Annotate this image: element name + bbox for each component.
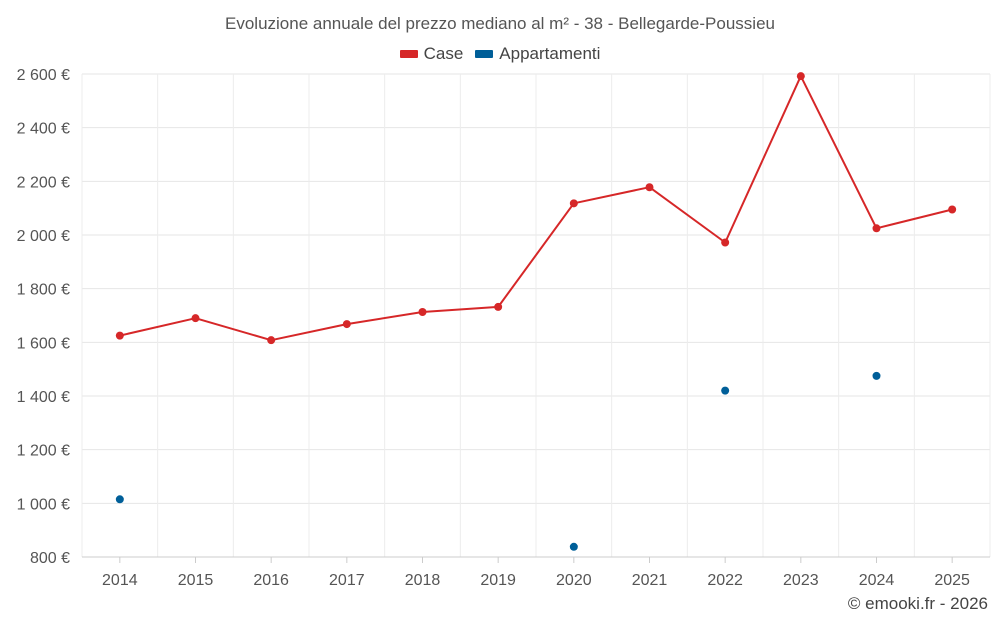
y-tick-label: 1 200 € xyxy=(17,443,70,460)
data-point-case xyxy=(342,320,351,329)
legend-label-case: Case xyxy=(423,44,464,63)
data-point-case xyxy=(115,331,124,340)
y-tick-label: 1 000 € xyxy=(17,496,70,513)
x-tick-label: 2023 xyxy=(783,572,819,589)
series-line-case xyxy=(119,75,953,342)
data-point-case xyxy=(872,224,881,233)
x-tick-label: 2019 xyxy=(480,572,516,589)
data-point-appartamenti xyxy=(721,386,730,395)
data-point-case xyxy=(418,308,427,317)
data-point-case xyxy=(796,72,805,81)
data-point-appartamenti xyxy=(115,495,124,504)
y-tick-label: 800 € xyxy=(30,550,70,567)
data-point-case xyxy=(645,183,654,192)
x-tick-label: 2014 xyxy=(102,572,138,589)
y-tick-label: 2 400 € xyxy=(17,121,70,138)
x-tick-label: 2020 xyxy=(556,572,592,589)
y-tick-label: 1 600 € xyxy=(17,335,70,352)
x-tick-label: 2018 xyxy=(405,572,441,589)
data-point-appartamenti xyxy=(569,542,578,551)
data-point-case xyxy=(721,238,730,247)
y-tick-label: 2 200 € xyxy=(17,174,70,191)
x-tick-label: 2025 xyxy=(934,572,970,589)
data-point-case xyxy=(569,199,578,208)
data-point-case xyxy=(191,314,200,323)
x-tick-label: 2021 xyxy=(632,572,668,589)
data-point-case xyxy=(948,205,957,214)
data-point-appartamenti xyxy=(872,371,881,380)
x-tick-label: 2015 xyxy=(178,572,214,589)
y-tick-label: 1 400 € xyxy=(17,389,70,406)
legend-item-case[interactable]: Case xyxy=(399,44,464,64)
data-point-case xyxy=(267,336,276,345)
x-tick-label: 2024 xyxy=(859,572,895,589)
legend-item-appartamenti[interactable]: Appartamenti xyxy=(475,44,600,64)
x-tick-label: 2016 xyxy=(253,572,289,589)
legend: Case Appartamenti xyxy=(0,44,1000,64)
credit: © emooki.fr - 2026 xyxy=(847,594,988,613)
legend-swatch-case xyxy=(399,50,418,58)
y-tick-label: 1 800 € xyxy=(17,282,70,299)
x-tick-label: 2017 xyxy=(329,572,365,589)
x-tick-label: 2022 xyxy=(707,572,743,589)
y-tick-label: 2 000 € xyxy=(17,228,70,245)
chart-title: Evoluzione annuale del prezzo mediano al… xyxy=(225,14,775,33)
legend-label-appartamenti: Appartamenti xyxy=(499,44,601,63)
y-tick-label: 2 600 € xyxy=(17,67,70,84)
legend-swatch-appartamenti xyxy=(475,50,494,58)
data-point-case xyxy=(494,302,503,311)
